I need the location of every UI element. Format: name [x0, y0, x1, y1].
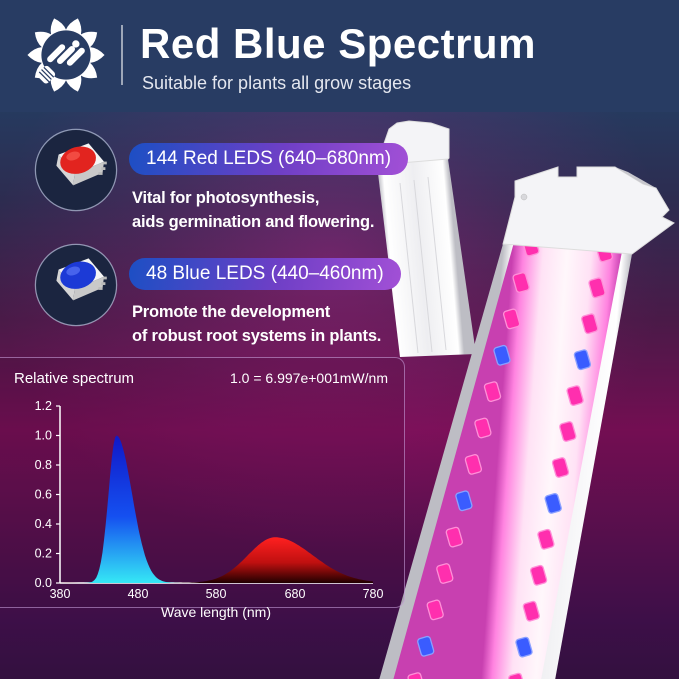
- svg-text:1.2: 1.2: [35, 399, 52, 413]
- svg-text:1.0: 1.0: [35, 429, 52, 443]
- svg-text:0.8: 0.8: [35, 458, 52, 472]
- svg-text:480: 480: [128, 587, 149, 601]
- svg-text:0.6: 0.6: [35, 488, 52, 502]
- svg-text:0.2: 0.2: [35, 547, 52, 561]
- svg-text:Wave length (nm): Wave length (nm): [161, 604, 271, 620]
- svg-text:0.4: 0.4: [35, 517, 52, 531]
- svg-text:780: 780: [363, 587, 384, 601]
- svg-text:680: 680: [285, 587, 306, 601]
- svg-text:580: 580: [206, 587, 227, 601]
- svg-text:380: 380: [50, 587, 71, 601]
